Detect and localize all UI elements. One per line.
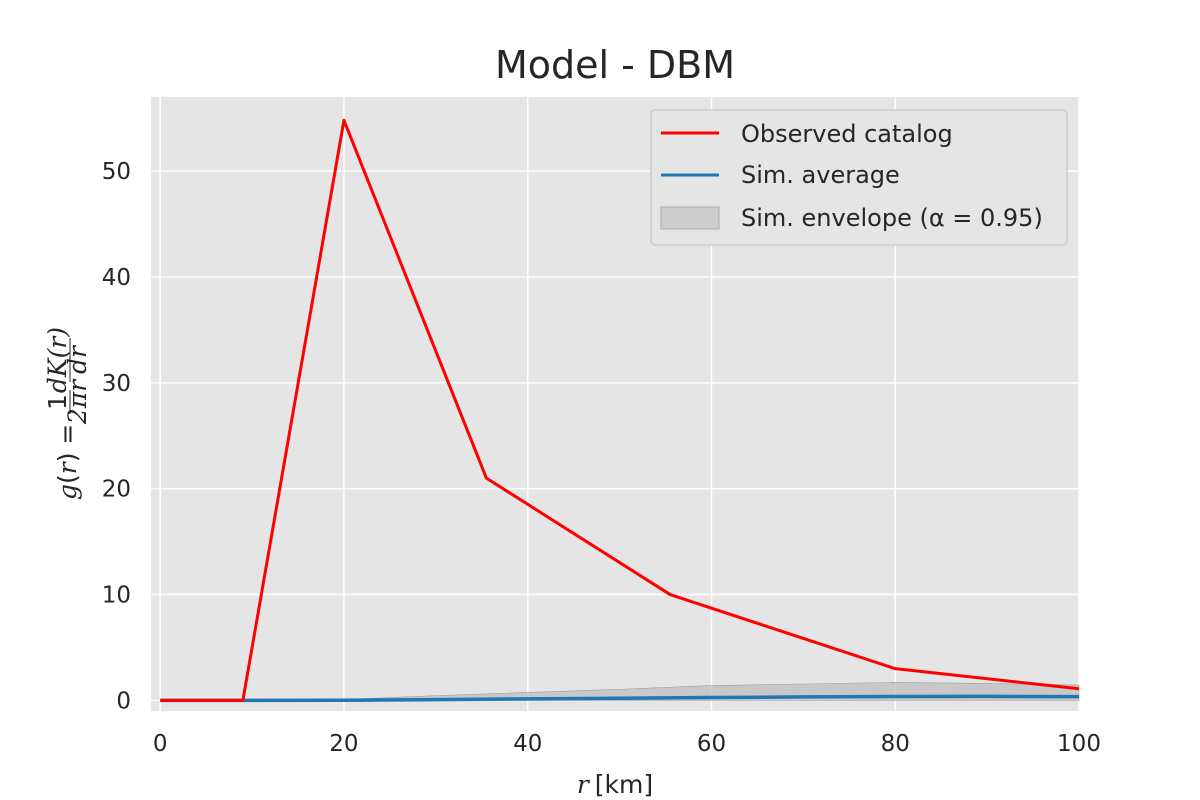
x-tick-label: 40 <box>513 731 542 757</box>
y-tick-labels: 0 10 20 30 40 50 <box>102 159 131 714</box>
y-tick-label: 20 <box>102 477 131 503</box>
x-tick-label: 20 <box>329 731 358 757</box>
y-tick-label: 10 <box>102 583 131 609</box>
svg-text:g(r) =: g(r) = <box>53 424 82 500</box>
svg-text:2πr: 2πr <box>63 378 92 425</box>
legend-box <box>650 109 1068 246</box>
legend-label-envelope: Sim. envelope (α = 0.95) <box>741 204 1043 232</box>
x-tick-labels: 0 20 40 60 80 100 <box>153 731 1101 757</box>
x-axis-label: r [km] <box>577 770 653 799</box>
sim-average-line <box>160 694 1080 703</box>
series-layer <box>160 118 1080 703</box>
svg-text:dr: dr <box>63 344 92 374</box>
svg-text:1: 1 <box>43 394 72 410</box>
legend-label-observed: Observed catalog <box>741 120 953 148</box>
x-tick-label: 100 <box>1057 731 1101 757</box>
x-tick-label: 80 <box>881 731 910 757</box>
legend-swatch-envelope <box>660 206 720 230</box>
x-tick-label: 0 <box>153 731 168 757</box>
y-tick-label: 0 <box>116 688 131 714</box>
y-tick-label: 30 <box>102 371 131 397</box>
legend: Observed catalog Sim. average Sim. envel… <box>650 109 1068 246</box>
svg-text:dK(r): dK(r) <box>43 327 72 393</box>
chart-title: Model - DBM <box>495 43 735 87</box>
legend-label-sim-average: Sim. average <box>741 161 900 189</box>
grid <box>151 97 1080 711</box>
x-tick-label: 60 <box>697 731 726 757</box>
y-tick-label: 40 <box>102 265 131 291</box>
y-axis-label: g(r) = 1 2πr dK(r) dr <box>43 327 92 500</box>
observed-catalog-line <box>160 118 1080 702</box>
y-tick-label: 50 <box>102 159 131 185</box>
